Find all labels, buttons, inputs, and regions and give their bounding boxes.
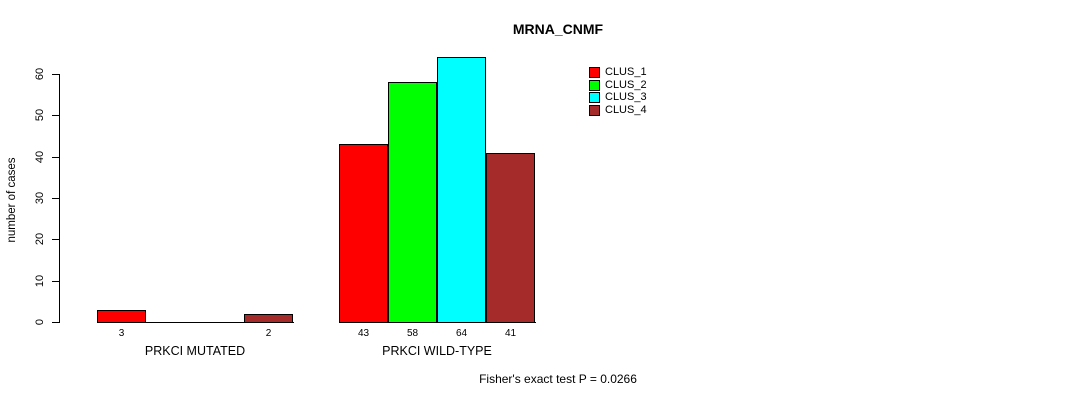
y-tick-mark-10 [52, 280, 59, 282]
bar-value-label-CLUS_3-group-1: 64 [455, 328, 468, 339]
legend-label-CLUS_4: CLUS_4 [605, 104, 647, 116]
group-label-mutated: PRKCI MUTATED [144, 344, 246, 358]
bar-CLUS_2-group-1 [388, 82, 437, 323]
annotation-fisher-test: Fisher's exact test P = 0.0266 [479, 372, 637, 386]
bar-value-label-CLUS_1-group-0: 3 [118, 328, 125, 339]
y-tick-label-0: 0 [34, 318, 46, 326]
bar-CLUS_3-group-1 [437, 57, 486, 323]
bar-value-label-CLUS_4-group-1: 41 [504, 328, 517, 339]
chart-title: MRNA_CNMF [512, 21, 604, 37]
y-tick-mark-60 [52, 74, 59, 76]
bar-CLUS_4-group-0 [244, 314, 293, 323]
bar-CLUS_4-group-1 [486, 153, 535, 323]
legend-swatch-CLUS_1 [589, 67, 600, 78]
y-tick-label-30: 30 [34, 191, 46, 205]
y-tick-label-10: 10 [34, 274, 46, 287]
legend-swatch-CLUS_2 [589, 80, 600, 91]
baseline-mutated [97, 322, 294, 323]
legend-label-CLUS_3: CLUS_3 [605, 91, 647, 103]
bar-value-label-CLUS_1-group-1: 43 [357, 328, 370, 339]
y-tick-mark-20 [52, 239, 59, 241]
group-label-wild-type: PRKCI WILD-TYPE [382, 344, 492, 358]
legend-swatch-CLUS_3 [589, 92, 600, 103]
legend-label-CLUS_1: CLUS_1 [605, 66, 647, 78]
y-tick-mark-0 [52, 322, 59, 323]
bar-value-label-CLUS_4-group-0: 2 [265, 328, 272, 339]
y-tick-label-20: 20 [34, 233, 46, 246]
bar-value-label-CLUS_2-group-1: 58 [406, 328, 419, 339]
y-tick-mark-40 [52, 156, 59, 158]
y-tick-label-60: 60 [34, 67, 46, 81]
y-tick-mark-50 [52, 115, 59, 117]
bar-CLUS_1-group-0 [97, 310, 146, 323]
y-tick-label-50: 50 [34, 109, 46, 122]
bar-CLUS_1-group-1 [339, 144, 388, 323]
legend-swatch-CLUS_4 [589, 105, 600, 116]
y-tick-mark-30 [52, 198, 59, 199]
y-axis-line [59, 74, 60, 323]
legend-label-CLUS_2: CLUS_2 [605, 79, 647, 91]
y-tick-label-40: 40 [34, 150, 46, 163]
y-axis-title: number of cases [6, 157, 18, 243]
